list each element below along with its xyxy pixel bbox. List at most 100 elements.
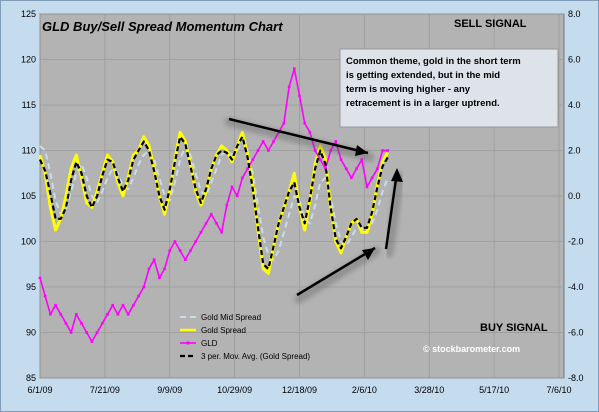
arrow-top-downtrend: [224, 117, 375, 162]
left-tick-label: 115: [22, 100, 36, 110]
gld-point: [355, 167, 358, 170]
gld-point: [49, 313, 52, 316]
x-tick-label: 9/9/09: [157, 385, 182, 395]
gld-point: [350, 176, 353, 180]
note-line: Common theme, gold in the short term: [346, 56, 521, 67]
gld-point: [64, 322, 68, 325]
left-tick-label: 90: [26, 328, 36, 338]
gld-point: [158, 276, 161, 280]
gld-point: [209, 212, 213, 216]
gld-point: [173, 240, 177, 243]
note-line: term is moving higher - any: [346, 84, 471, 95]
gld-point: [381, 149, 384, 152]
gld-point: [189, 249, 192, 252]
legend: Gold Mid Spread Gold Spread GLD 3 per. Mov.…: [180, 313, 310, 361]
legend-label: Gold Mid Spread: [201, 313, 261, 322]
gld-point: [256, 149, 260, 152]
gld-point: [344, 167, 348, 170]
x-tick-label: 5/17/10: [479, 385, 509, 395]
left-tick-label: 85: [26, 373, 36, 383]
series-gld-line: [39, 67, 388, 343]
right-tick-label: 6.0: [568, 55, 581, 65]
gld-point: [152, 258, 156, 261]
x-tick-label: 6/1/09: [27, 385, 52, 395]
gld-point: [199, 231, 203, 234]
gld-point: [54, 303, 57, 307]
left-tick-label: 125: [21, 9, 36, 19]
arrow-vertical-up: [384, 168, 405, 258]
gld-point: [334, 140, 338, 143]
gld-point: [116, 313, 120, 316]
left-axis: 85 90 95 100 105 110 115 120 125: [21, 9, 36, 383]
x-tick-label: 10/29/09: [217, 385, 252, 395]
right-axis: -8.0 -6.0 -4.0 -2.0 0.0 2.0 4.0 6.0 8.0: [568, 9, 584, 383]
right-tick-label: 0.0: [568, 191, 581, 201]
right-tick-label: -8.0: [568, 373, 584, 383]
right-tick-label: -6.0: [568, 328, 584, 338]
left-tick-label: 105: [21, 191, 36, 201]
gld-point: [272, 140, 275, 143]
gld-point: [230, 185, 234, 189]
gld-point: [246, 167, 249, 170]
gld-point: [147, 267, 151, 271]
right-tick-label: 4.0: [568, 100, 581, 110]
gld-point: [126, 313, 130, 316]
legend-marker: [186, 341, 190, 345]
legend-label: Gold Spread: [201, 326, 246, 335]
gld-point: [287, 85, 291, 89]
copyright-label: © stockbarometer.com: [423, 344, 520, 354]
gld-point: [90, 340, 94, 343]
x-axis: 6/1/09 7/21/09 9/9/09 10/29/09 12/18/09 2/6/1…: [27, 385, 571, 395]
gld-point: [313, 149, 317, 152]
gld-point: [225, 203, 229, 207]
gld-point: [282, 121, 286, 125]
gld-point: [59, 313, 63, 316]
gld-point: [194, 240, 197, 243]
gld-point: [163, 267, 166, 271]
gld-point: [261, 140, 265, 143]
note-box: [339, 48, 559, 128]
arrow-bottom-uptrend: [294, 246, 381, 304]
gld-point: [204, 222, 208, 225]
gld-point: [137, 294, 140, 298]
gld-point: [38, 276, 42, 280]
legend-label: GLD: [201, 339, 218, 348]
x-tick-label: 12/18/09: [282, 385, 317, 395]
gld-point: [215, 222, 218, 225]
buy-signal-label: BUY SIGNAL: [480, 322, 548, 334]
note-line: is getting extended, but in the mid: [346, 70, 500, 81]
gld-point: [365, 185, 369, 189]
x-tick-label: 3/28/10: [414, 385, 444, 395]
gld-point: [69, 331, 73, 334]
gld-point: [220, 231, 223, 234]
gld-point: [106, 313, 109, 316]
gld-point: [168, 249, 172, 252]
gld-point: [293, 67, 296, 70]
gld-point: [111, 303, 114, 307]
note-line: retracement is in a larger uptrend.: [346, 98, 500, 109]
right-tick-label: -4.0: [568, 282, 584, 292]
chart-title: GLD Buy/Sell Spread Momentum Chart: [42, 19, 283, 34]
gld-point: [132, 303, 135, 307]
gld-point: [235, 194, 239, 198]
gld-point: [241, 176, 244, 180]
x-tick-label: 7/21/09: [90, 385, 120, 395]
legend-label: 3 per. Mov. Avg. (Gold Spread): [201, 352, 310, 361]
sell-signal-label: SELL SIGNAL: [454, 18, 527, 30]
series-layer: [38, 67, 390, 343]
gld-point: [360, 158, 364, 161]
gld-point: [121, 303, 125, 307]
gld-point: [324, 167, 327, 170]
right-tick-label: 8.0: [568, 9, 581, 19]
gld-point: [339, 158, 343, 161]
gld-point: [298, 94, 301, 98]
gld-point: [308, 131, 312, 134]
right-tick-label: -2.0: [568, 237, 584, 247]
x-tick-label: 2/6/10: [352, 385, 377, 395]
x-tick-label: 7/6/10: [546, 385, 571, 395]
gld-point: [376, 167, 379, 170]
gld-point: [100, 322, 104, 325]
gld-point: [184, 258, 187, 261]
gld-point: [386, 149, 390, 152]
